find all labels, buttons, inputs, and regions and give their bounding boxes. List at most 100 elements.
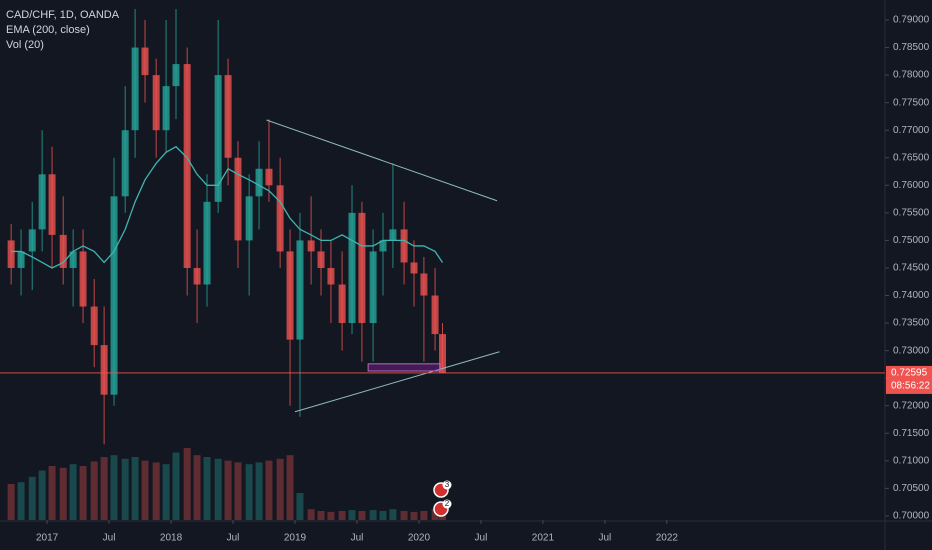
candle-body xyxy=(379,240,387,252)
y-tick-label: 0.72000 xyxy=(893,400,930,411)
candle-body xyxy=(369,251,377,324)
candle-body xyxy=(338,284,346,324)
candle-body xyxy=(183,64,191,268)
candle-body xyxy=(439,334,446,373)
volume-bar xyxy=(276,458,284,520)
volume-bar xyxy=(79,466,87,520)
volume-bar xyxy=(121,458,129,520)
x-tick-label: 2019 xyxy=(284,533,307,544)
x-tick-label: Jul xyxy=(598,533,611,544)
candle-body xyxy=(48,174,56,235)
candle-body xyxy=(358,212,366,324)
last-price-tag xyxy=(886,365,932,394)
y-tick-label: 0.77000 xyxy=(893,125,930,136)
candle-body xyxy=(59,234,67,268)
y-tick-label: 0.77500 xyxy=(893,97,930,108)
volume-bar xyxy=(90,461,98,520)
candle-body xyxy=(214,75,222,202)
y-tick-label: 0.70500 xyxy=(893,483,930,494)
volume-bar xyxy=(224,460,232,520)
plot-area xyxy=(7,8,500,520)
volume-bar xyxy=(358,511,366,520)
y-tick-label: 0.74000 xyxy=(893,290,930,301)
candle-body xyxy=(162,86,170,131)
y-tick-label: 0.78500 xyxy=(893,42,930,53)
indicator-label: Vol (20) xyxy=(6,39,44,51)
volume-bar xyxy=(431,509,439,520)
volume-bar xyxy=(203,457,211,520)
y-tick-label: 0.76500 xyxy=(893,152,930,163)
volume-bar xyxy=(307,509,315,520)
volume-bar xyxy=(338,511,346,520)
candle-body xyxy=(131,47,139,131)
event-badge xyxy=(442,499,452,509)
volume-bar xyxy=(400,511,408,520)
volume-bar xyxy=(369,510,377,520)
candle-body xyxy=(410,262,418,274)
ema-line xyxy=(11,145,444,269)
volume-bar xyxy=(69,464,77,520)
y-tick-label: 0.74500 xyxy=(893,263,930,274)
last-price-label: 0.72595 xyxy=(891,368,928,379)
y-tick-label: 0.78000 xyxy=(893,70,930,81)
volume-bar xyxy=(245,464,253,520)
volume-bar xyxy=(214,458,222,520)
chart-title: CAD/CHF, 1D, OANDA xyxy=(6,9,120,21)
event-count: 3 xyxy=(445,480,450,489)
volume-bar xyxy=(389,509,397,520)
candle-body xyxy=(307,240,315,252)
volume-bar xyxy=(7,484,15,520)
x-tick-label: Jul xyxy=(475,533,488,544)
candle-body xyxy=(265,168,273,186)
y-tick-label: 0.75500 xyxy=(893,208,930,219)
y-tick-label: 0.70000 xyxy=(893,511,930,522)
volume-bar xyxy=(255,462,263,520)
x-tick-label: 2018 xyxy=(160,533,183,544)
trendline xyxy=(266,119,498,202)
x-tick-label: 2022 xyxy=(656,533,679,544)
candle-body xyxy=(90,306,98,346)
volume-bar xyxy=(420,511,428,520)
volume-bar xyxy=(183,448,191,520)
volume-bar xyxy=(410,511,418,520)
candle-body xyxy=(400,229,408,263)
x-tick-label: 2021 xyxy=(532,533,555,544)
candle-body xyxy=(110,196,118,395)
volume-bar xyxy=(234,462,242,520)
trendline xyxy=(294,351,500,413)
volume-bar xyxy=(131,457,139,520)
x-tick-label: Jul xyxy=(103,533,116,544)
volume-bar xyxy=(152,462,160,520)
y-tick-label: 0.79000 xyxy=(893,15,930,26)
candle-body xyxy=(234,157,242,241)
countdown-label: 08:56:22 xyxy=(891,381,930,392)
volume-bar xyxy=(317,511,325,520)
x-tick-label: Jul xyxy=(351,533,364,544)
x-tick-label: 2017 xyxy=(36,533,59,544)
candle-body xyxy=(172,64,180,87)
candle-body xyxy=(296,240,304,340)
candle-body xyxy=(327,267,335,285)
candle-body xyxy=(28,229,36,252)
candle-body xyxy=(224,75,232,158)
volume-bar xyxy=(141,460,149,520)
indicator-label: EMA (200, close) xyxy=(6,24,90,36)
candle-body xyxy=(17,251,25,268)
volume-bar xyxy=(17,482,25,520)
candle-body xyxy=(100,345,108,395)
volume-bar xyxy=(296,493,304,520)
volume-bar xyxy=(265,460,273,520)
volume-bar xyxy=(172,452,180,520)
volume-bar xyxy=(110,455,118,520)
volume-bar xyxy=(286,455,294,520)
volume-bar xyxy=(28,476,36,520)
candle-body xyxy=(38,174,46,230)
volume-bar xyxy=(193,455,201,520)
y-tick-label: 0.73500 xyxy=(893,318,930,329)
candle-body xyxy=(348,212,356,324)
candle-body xyxy=(69,251,77,268)
volume-bar xyxy=(48,466,56,520)
volume-bar xyxy=(348,510,356,520)
candle-body xyxy=(7,240,15,268)
